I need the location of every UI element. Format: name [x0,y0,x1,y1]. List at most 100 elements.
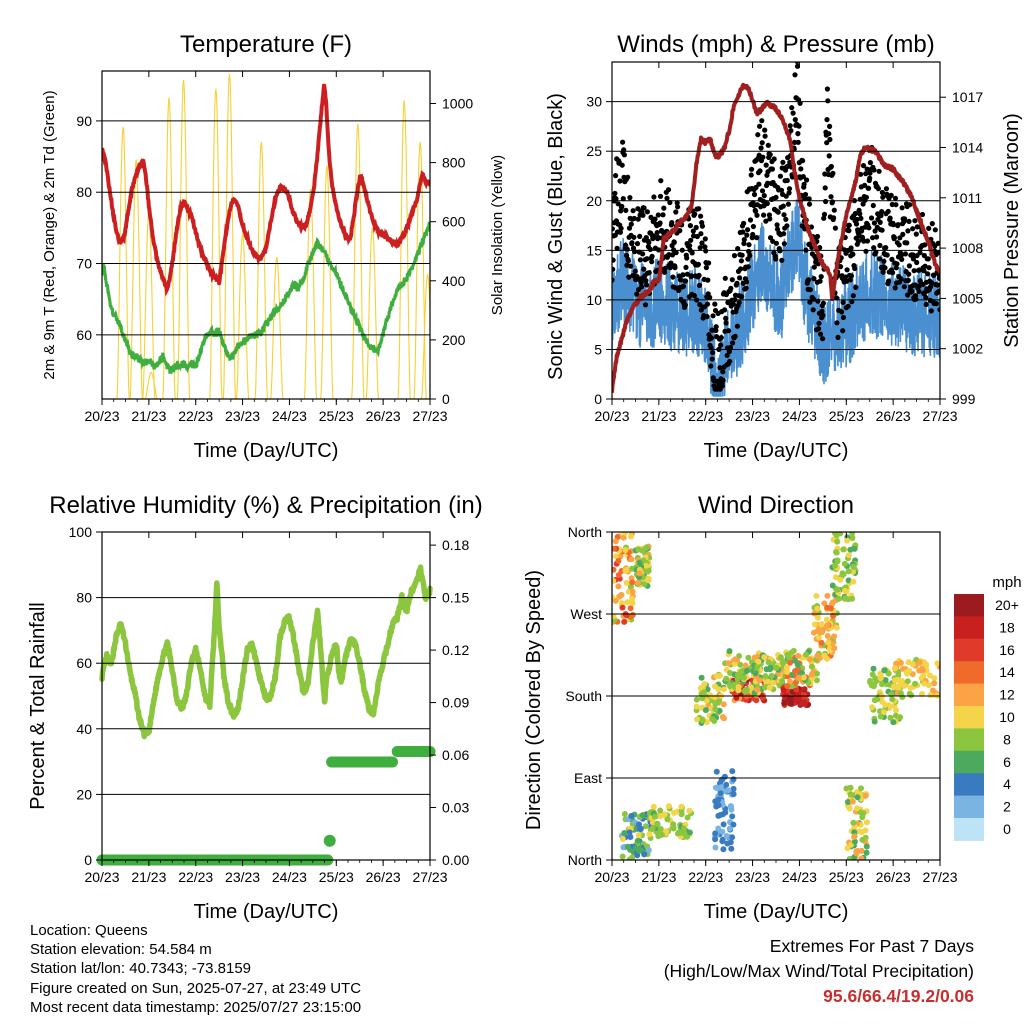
gust-point [881,258,887,264]
direction-point [869,704,876,711]
direction-point [762,673,769,680]
y2-tick-label: 0.18 [442,537,469,553]
gust-point [824,140,830,146]
y2-tick-label: 400 [442,273,466,289]
colorbar-label: 0 [1003,821,1011,837]
gust-point [852,210,859,217]
gust-point [878,213,884,219]
x-tick-label: 24/23 [782,869,817,885]
direction-point [730,791,737,798]
colorbar-swatch [954,706,984,729]
gust-point [761,193,767,199]
gust-point [840,299,846,305]
rh-line [99,564,433,740]
gust-point [638,280,644,286]
gust-point [808,224,815,230]
direction-point [612,577,617,584]
direction-point [889,696,896,703]
direction-point [615,572,622,578]
gust-point [780,203,786,209]
direction-point [851,834,858,840]
series-2m-t [102,84,430,297]
y-tick-label: 70 [76,256,92,272]
plot-border [611,531,941,861]
gust-point [673,250,679,256]
gust-point [649,259,655,265]
gust-point [723,315,729,321]
direction-point [887,714,894,721]
gust-point [871,167,877,173]
sonic-wind-line [612,199,940,397]
direction-point [720,821,727,828]
direction-point [626,829,633,836]
gust-point [706,260,712,266]
gust-point [883,245,889,251]
direction-point [768,672,775,679]
panel-2: Relative Humidity (%) & Precipitation (i… [27,492,483,923]
gust-point [925,271,931,277]
gust-point [743,279,750,285]
direction-point [620,534,627,541]
gust-point [806,196,812,202]
gust-point [640,212,646,218]
direction-point [664,816,671,823]
gust-point [674,200,680,206]
direction-point [786,655,793,662]
direction-point [759,694,766,701]
extremes-legend: (High/Low/Max Wind/Total Precipitation) [663,961,974,981]
gust-point [704,314,710,320]
gust-point [912,218,918,224]
gust-point [922,263,928,269]
gust-point [738,266,744,272]
gust-point [622,242,629,248]
direction-point [834,586,841,593]
direction-point [862,827,869,834]
gust-point [889,256,895,262]
colorbar-label: 2 [1003,799,1011,815]
direction-point [613,553,619,560]
direction-point [715,812,722,819]
gust-point [749,166,755,172]
direction-point [615,583,622,590]
direction-point [654,821,661,828]
direction-point [712,836,719,843]
gust-point [743,285,749,291]
direction-point [832,574,839,581]
colorbar-swatch [954,728,984,752]
x-tick-label: 22/23 [178,869,213,885]
direction-point [824,592,831,599]
gust-point [839,309,845,315]
gust-point [911,268,917,274]
gust-point [893,202,899,208]
colorbar-swatch [954,661,984,685]
direction-point [657,807,664,814]
gust-point [631,215,637,222]
direction-point [754,686,761,693]
solar-peak [222,73,237,399]
direction-point [719,828,726,835]
gust-point [612,226,615,232]
gust-point [828,163,835,170]
gust-point [817,331,824,337]
direction-point [612,613,617,620]
y-tick-label: 25 [586,143,602,159]
colorbar-swatch [954,795,984,819]
x-tick-label: 27/23 [412,408,447,424]
gust-point [927,284,934,290]
gust-point [876,256,883,262]
gust-point [820,300,827,306]
y-axis-label: Percent & Total Rainfall [27,602,49,810]
x-tick-label: 25/23 [319,869,354,885]
gust-point [910,252,916,258]
gust-point [783,216,789,222]
direction-point [717,790,724,797]
gust-point [781,241,788,247]
direction-point [880,709,887,716]
direction-point [621,830,628,836]
gust-point [877,219,883,225]
gust-point [887,215,893,221]
gust-point [814,233,821,240]
direction-point [730,785,737,792]
gust-point [784,177,790,184]
gust-point [923,294,929,301]
